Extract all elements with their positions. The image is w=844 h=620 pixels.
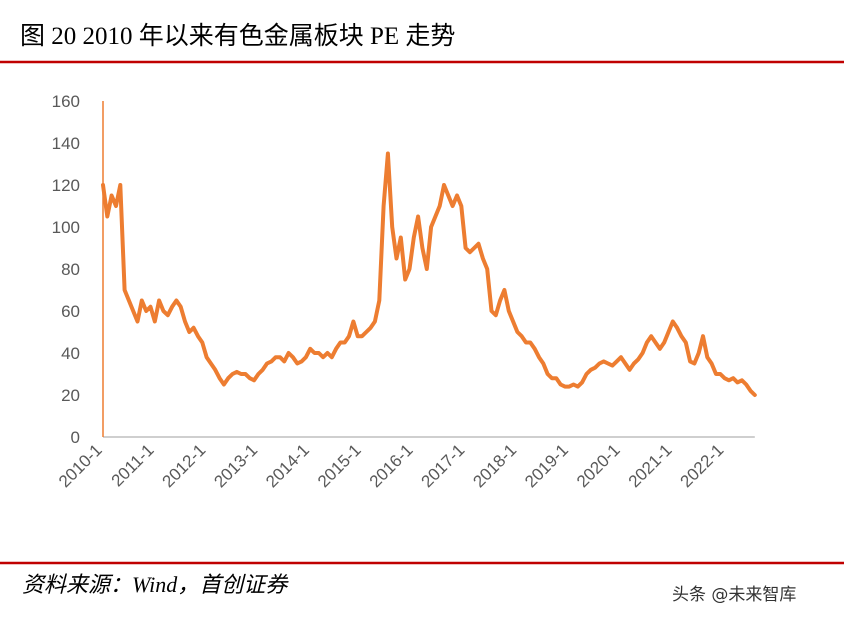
source: 资料来源：Wind，首创证券 — [22, 572, 289, 597]
chart-title: 图 20 2010 年以来有色金属板块 PE 走势 — [20, 22, 455, 50]
watermark: 头条 @未来智库 — [672, 585, 796, 605]
x-tick-label: 2011-1 — [108, 440, 158, 490]
y-tick-label: 40 — [61, 344, 80, 363]
y-tick-label: 20 — [61, 386, 80, 405]
x-tick-label: 2013-1 — [210, 440, 261, 491]
x-tick-label: 2020-1 — [573, 440, 624, 491]
x-tick-label: 2018-1 — [469, 440, 520, 491]
x-tick-label: 2012-1 — [159, 440, 210, 491]
x-tick-label: 2021-1 — [625, 440, 676, 491]
y-tick-label: 120 — [52, 176, 80, 195]
x-tick-label: 2017-1 — [418, 440, 469, 491]
y-tick-label: 160 — [52, 92, 80, 111]
y-tick-label: 100 — [52, 218, 80, 237]
y-tick-label: 140 — [52, 134, 80, 153]
x-tick-label: 2015-1 — [314, 440, 365, 491]
x-tick-label: 2022-1 — [677, 440, 728, 491]
x-tick-label: 2010-1 — [55, 440, 106, 491]
x-tick-label: 2014-1 — [262, 440, 313, 491]
x-tick-label: 2019-1 — [521, 440, 572, 491]
x-tick-label: 2016-1 — [366, 440, 417, 491]
pe-line — [101, 151, 757, 397]
y-tick-label: 60 — [61, 302, 80, 321]
y-tick-label: 80 — [61, 260, 80, 279]
y-tick-label: 0 — [71, 428, 80, 447]
